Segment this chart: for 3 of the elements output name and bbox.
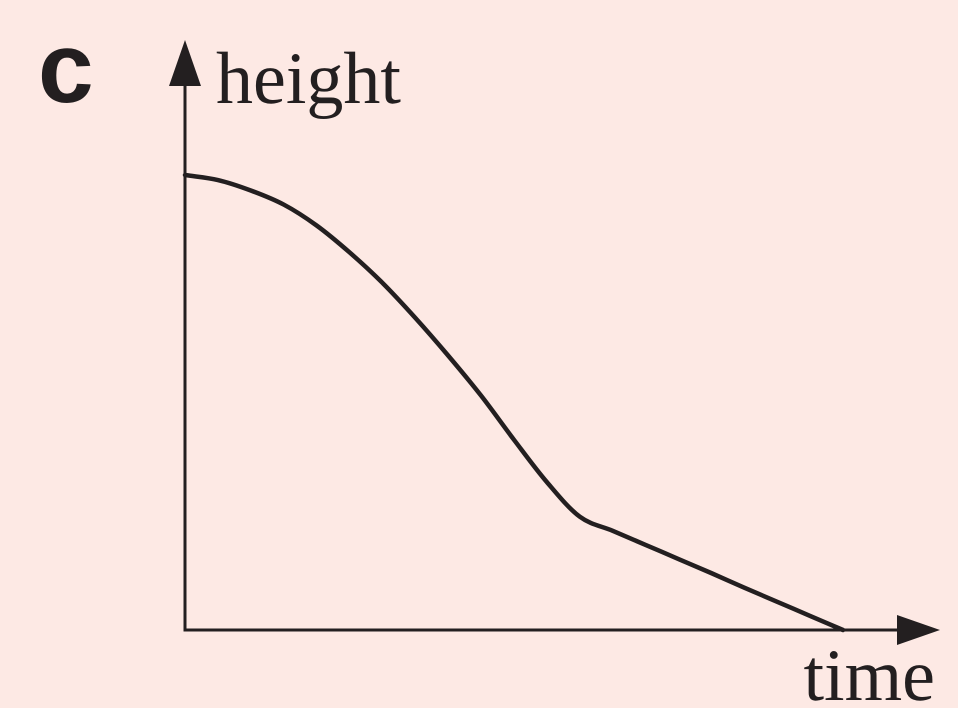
y-axis-title: height [216, 38, 402, 120]
text: c [38, 12, 94, 124]
x-axis-title: time [803, 635, 935, 708]
